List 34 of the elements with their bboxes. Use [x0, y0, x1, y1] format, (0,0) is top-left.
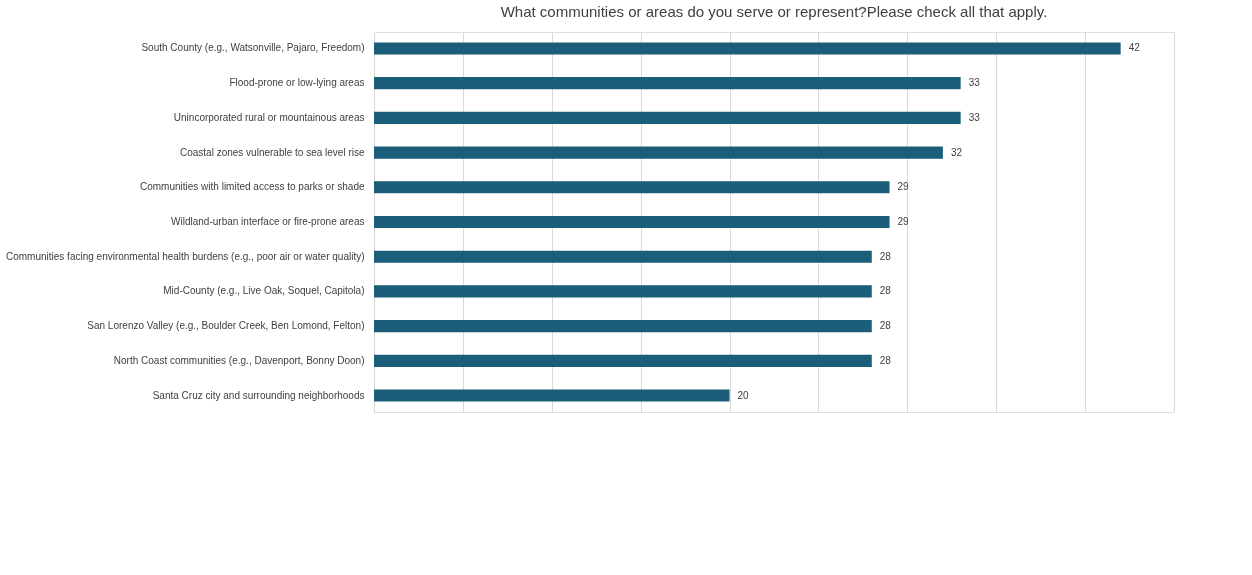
data-label: 28 [879, 354, 892, 366]
data-label: 29 [897, 181, 910, 193]
y-tick-label: Unincorporated rural or mountainous areas [173, 111, 365, 123]
y-tick-label: South County (e.g., Watsonville, Pajaro, Freedom) [141, 42, 365, 54]
bar [374, 42, 1121, 55]
y-tick-label: Mid-County (e.g., Live Oak, Soquel, Capitola) [163, 285, 365, 297]
bar [374, 77, 961, 90]
y-tick-label: Communities facing environmental health burdens (e.g., poor air or water quality) [5, 250, 365, 262]
bar [374, 354, 872, 367]
y-tick-label: Santa Cruz city and surrounding neighborhoods [152, 389, 365, 401]
bar [374, 320, 872, 333]
y-tick-label: Flood-prone or low-lying areas [229, 77, 365, 89]
y-tick-label: Wildland-urban interface or fire-prone areas [171, 216, 365, 227]
y-tick-label: Communities with limited access to parks or shade [139, 181, 365, 193]
y-tick-label: Coastal zones vulnerable to sea level rise [179, 146, 365, 158]
bar [374, 285, 872, 298]
chart-title: What communities or areas do you serve or represent?Please check all that apply. [500, 3, 1048, 20]
data-label: 29 [897, 216, 910, 227]
data-label: 32 [950, 146, 963, 158]
data-label: 20 [737, 389, 750, 401]
data-label: 28 [879, 320, 892, 332]
data-label: 42 [1128, 42, 1141, 54]
data-label: 28 [879, 285, 892, 297]
bar [374, 111, 961, 124]
data-label: 33 [968, 77, 981, 89]
bar [374, 215, 890, 229]
bar [374, 389, 730, 402]
y-tick-label: North Coast communities (e.g., Davenport, Bonny Doon) [113, 354, 365, 366]
data-label: 28 [879, 250, 892, 262]
bar [374, 146, 943, 159]
bar [374, 181, 890, 194]
y-tick-label: San Lorenzo Valley (e.g., Boulder Creek, Ben Lomond, Felton) [87, 320, 365, 332]
data-label: 33 [968, 111, 981, 123]
bar [374, 250, 872, 263]
